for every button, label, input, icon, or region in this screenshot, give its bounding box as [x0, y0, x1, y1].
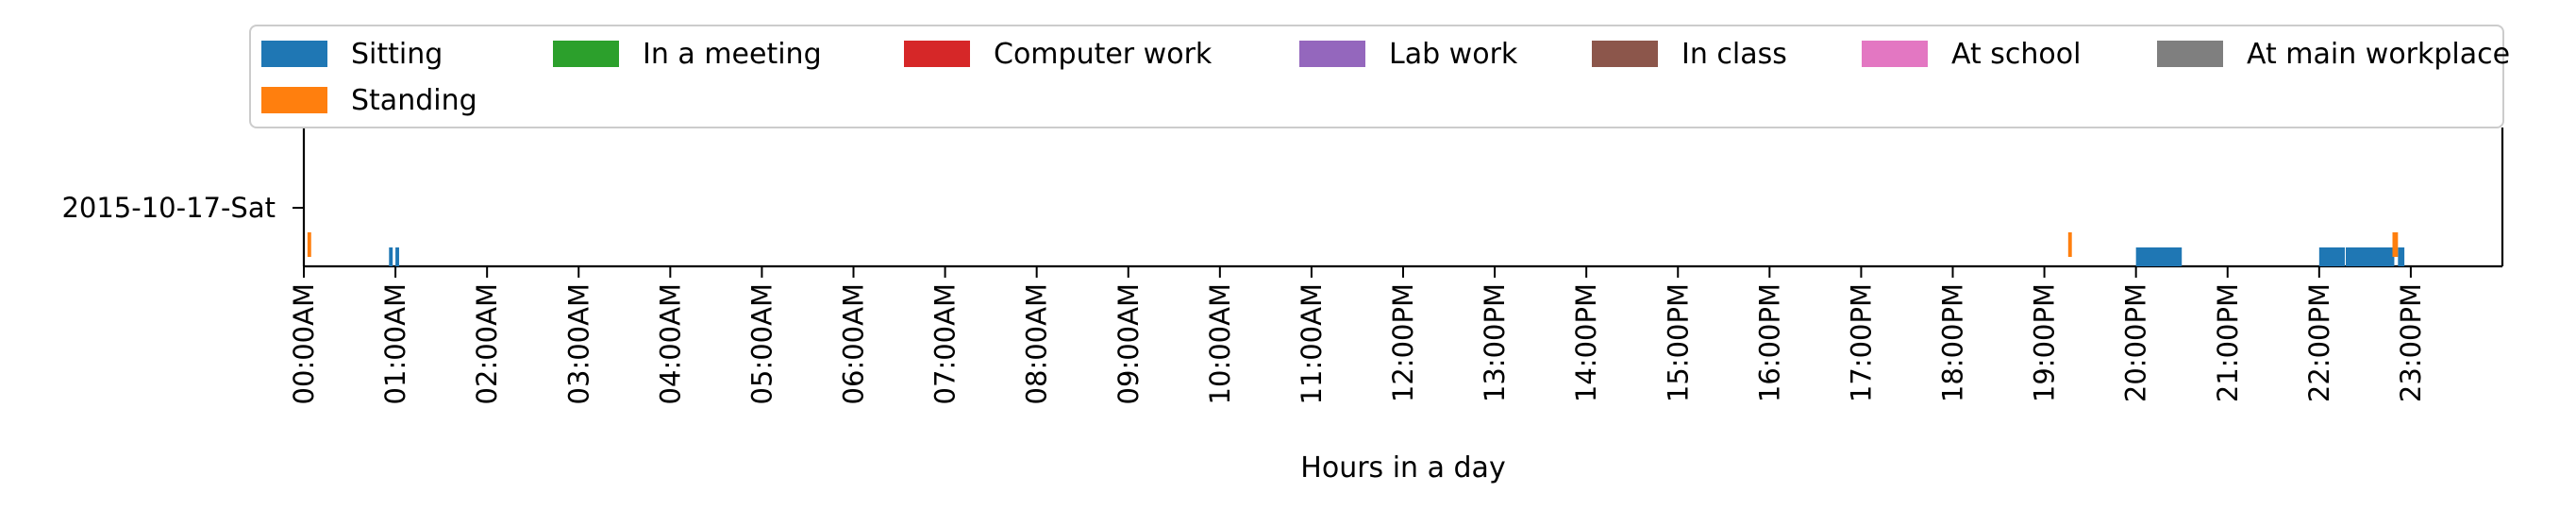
- x-tick-label: 17:00PM: [1845, 283, 1877, 402]
- bar-sitting-5: [2398, 247, 2405, 266]
- legend-swatch-computer-work: [904, 41, 970, 67]
- x-axis-label: Hours in a day: [1300, 451, 1505, 484]
- x-tick-label: 13:00PM: [1479, 283, 1511, 402]
- legend-swatch-sitting: [261, 41, 327, 67]
- x-tick-label: 02:00AM: [471, 283, 503, 404]
- x-tick-label: 03:00AM: [562, 283, 594, 404]
- bar-sitting-1: [395, 247, 399, 266]
- bar-standing-2: [2392, 232, 2399, 257]
- x-tick-label: 11:00AM: [1296, 283, 1328, 404]
- x-tick-label: 23:00PM: [2395, 283, 2427, 402]
- legend-label: At school: [1951, 38, 2081, 71]
- x-tick-label: 20:00PM: [2120, 283, 2152, 402]
- x-tick-label: 06:00AM: [838, 283, 870, 404]
- bar-sitting-4: [2345, 247, 2395, 266]
- x-tick-label: 08:00AM: [1021, 283, 1053, 404]
- legend-frame: [249, 25, 2504, 128]
- legend: Sitting In a meeting Computer work Lab work…: [249, 25, 2510, 128]
- x-tick-label: 15:00PM: [1662, 283, 1694, 402]
- bar-sitting-2: [2135, 247, 2183, 266]
- legend-label: Standing: [351, 84, 477, 117]
- x-tick-label: 22:00PM: [2303, 283, 2335, 402]
- legend-label: Computer work: [994, 38, 1213, 71]
- x-tick-label: 09:00AM: [1112, 283, 1145, 404]
- bar-sitting-3: [2318, 247, 2346, 266]
- bar-standing-0: [307, 232, 311, 257]
- x-tick-label: 19:00PM: [2029, 283, 2061, 402]
- y-tick-label: 2015-10-17-Sat: [61, 192, 276, 224]
- legend-swatch-standing: [261, 87, 327, 113]
- legend-label: Lab work: [1389, 38, 1518, 71]
- legend-swatch-at-main-workplace: [2157, 41, 2223, 67]
- activity-bars: [307, 232, 2405, 266]
- x-tick-label: 18:00PM: [1937, 283, 1969, 402]
- x-tick-label: 07:00AM: [929, 283, 962, 404]
- axes: 2015-10-17-Sat: [61, 128, 2504, 268]
- x-tick-label: 14:00PM: [1570, 283, 1602, 402]
- legend-swatch-in-class: [1592, 41, 1658, 67]
- x-tick-label: 12:00PM: [1387, 283, 1419, 402]
- legend-swatch-at-school: [1862, 41, 1928, 67]
- bar-sitting-0: [389, 247, 393, 266]
- x-tick-label: 21:00PM: [2212, 283, 2244, 402]
- x-tick-label: 10:00AM: [1204, 283, 1236, 404]
- legend-label: In class: [1681, 38, 1787, 71]
- x-tick-label: 01:00AM: [379, 283, 411, 404]
- x-axis-ticks: 00:00AM 01:00AM 02:00AM 03:00AM 04:00AM 05:00…: [288, 266, 2427, 404]
- legend-label: In a meeting: [643, 38, 822, 71]
- legend-label: At main workplace: [2247, 38, 2510, 71]
- x-tick-label: 04:00AM: [654, 283, 686, 404]
- x-tick-label: 05:00AM: [745, 283, 778, 404]
- x-tick-label: 16:00PM: [1753, 283, 1785, 402]
- legend-label: Sitting: [351, 38, 443, 71]
- bar-standing-1: [2067, 232, 2072, 257]
- x-tick-label: 00:00AM: [288, 283, 320, 404]
- legend-swatch-lab-work: [1299, 41, 1365, 67]
- legend-swatch-in-a-meeting: [553, 41, 619, 67]
